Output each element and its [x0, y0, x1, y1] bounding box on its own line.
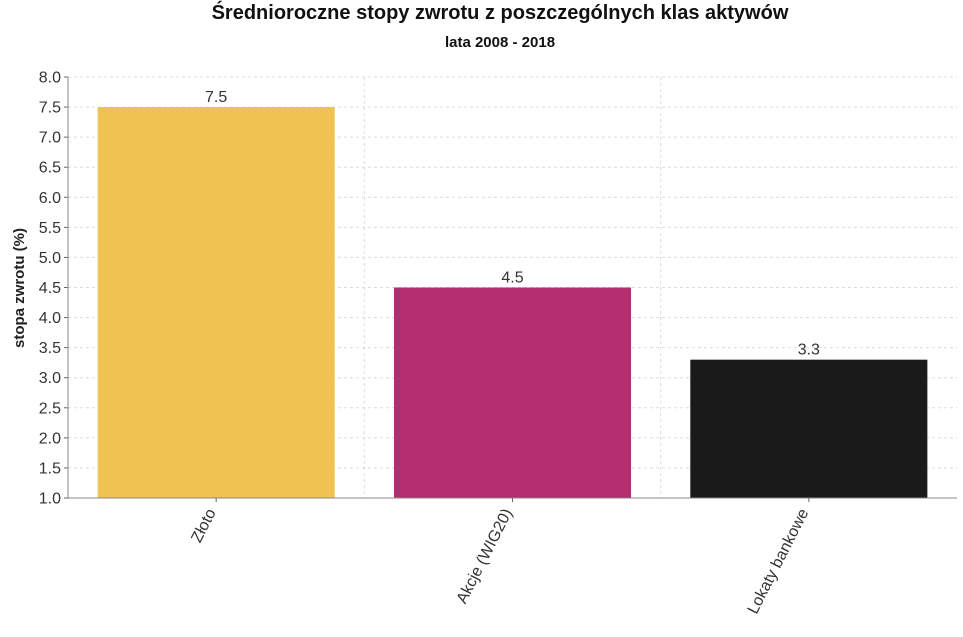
- y-tick-label: 5.0: [39, 250, 61, 267]
- y-tick-label: 3.0: [39, 370, 61, 387]
- y-tick-label: 2.0: [39, 430, 61, 447]
- data-label: 3.3: [798, 342, 820, 359]
- x-tick-label: Lokaty bankowe: [745, 506, 813, 617]
- y-tick-label: 2.5: [39, 400, 61, 417]
- chart-subtitle: lata 2008 - 2018: [444, 34, 556, 51]
- y-tick-label: 6.5: [39, 160, 61, 177]
- bars: 7.5 4.5 3.3: [97, 89, 928, 499]
- y-tick-label: 3.5: [39, 340, 61, 357]
- y-axis-title: stopa zwrotu (%): [11, 228, 28, 348]
- data-label: 7.5: [205, 89, 227, 106]
- y-tick-label: 8.0: [39, 70, 61, 87]
- y-tick-label: 4.0: [39, 310, 61, 327]
- bar: [393, 287, 632, 498]
- data-label: 4.5: [501, 270, 523, 287]
- y-tick-label: 7.5: [39, 100, 61, 117]
- y-tick-label: 1.5: [39, 460, 61, 477]
- y-tick-label: 7.0: [39, 130, 61, 147]
- x-tick-label: Akcje (WIG20): [454, 506, 516, 606]
- chart-title: Średnioroczne stopy zwrotu z poszczególn…: [211, 2, 789, 24]
- bar: [690, 359, 928, 498]
- y-tick-label: 4.5: [39, 280, 61, 297]
- y-tick-label: 5.5: [39, 220, 61, 237]
- y-tick-label: 6.0: [39, 190, 61, 207]
- x-tick-label: Złoto: [188, 506, 219, 546]
- y-tick-label: 1.0: [39, 491, 61, 508]
- bar: [97, 107, 335, 499]
